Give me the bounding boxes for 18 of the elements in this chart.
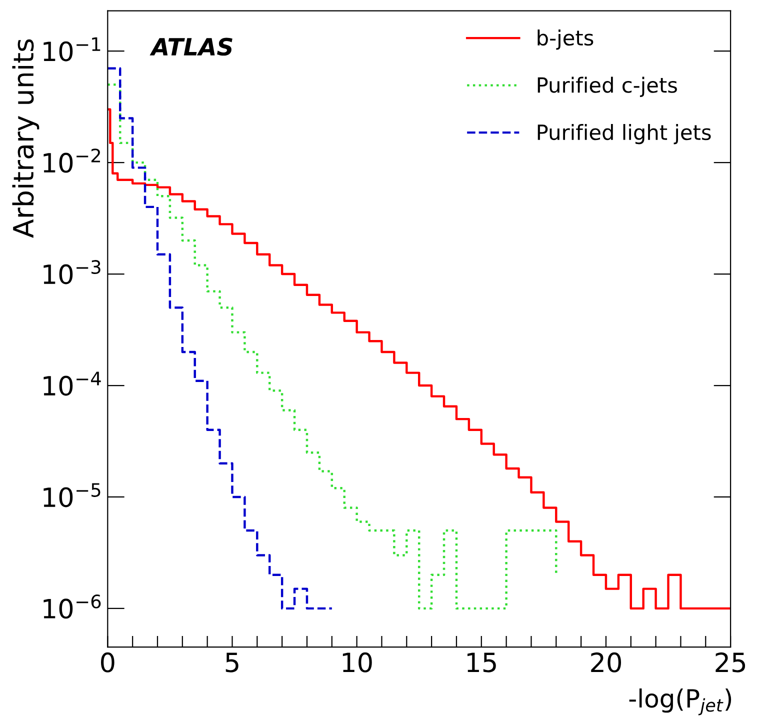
y-tick-label: 10$^{−2}$ [44,148,100,173]
y-tick-label: 10$^{−1}$ [44,37,100,62]
x-tick-label: 25 [716,652,746,672]
x-tick-label: 5 [226,652,238,672]
legend-label: Purified c-jets [538,76,677,97]
x-tick-label: 15 [468,652,496,672]
y-tick-label: 10$^{−4}$ [44,372,101,396]
y-axis-title: Arbitrary units [12,39,40,238]
annotation: ATLAS [150,38,232,56]
x-tick-label: 20 [591,652,622,672]
x-tick-label: 0 [101,652,114,672]
x-tick-label: 10 [342,652,372,672]
x-axis-title: -log(P$_{jet}$) [629,688,732,716]
legend-label: b-jets [538,30,594,50]
y-tick-label: 10$^{−3}$ [44,260,100,284]
y-tick-label: 10$^{−5}$ [44,483,100,508]
y-tick-label: 10$^{−6}$ [44,594,101,619]
legend-label: Purified light jets [538,124,711,144]
